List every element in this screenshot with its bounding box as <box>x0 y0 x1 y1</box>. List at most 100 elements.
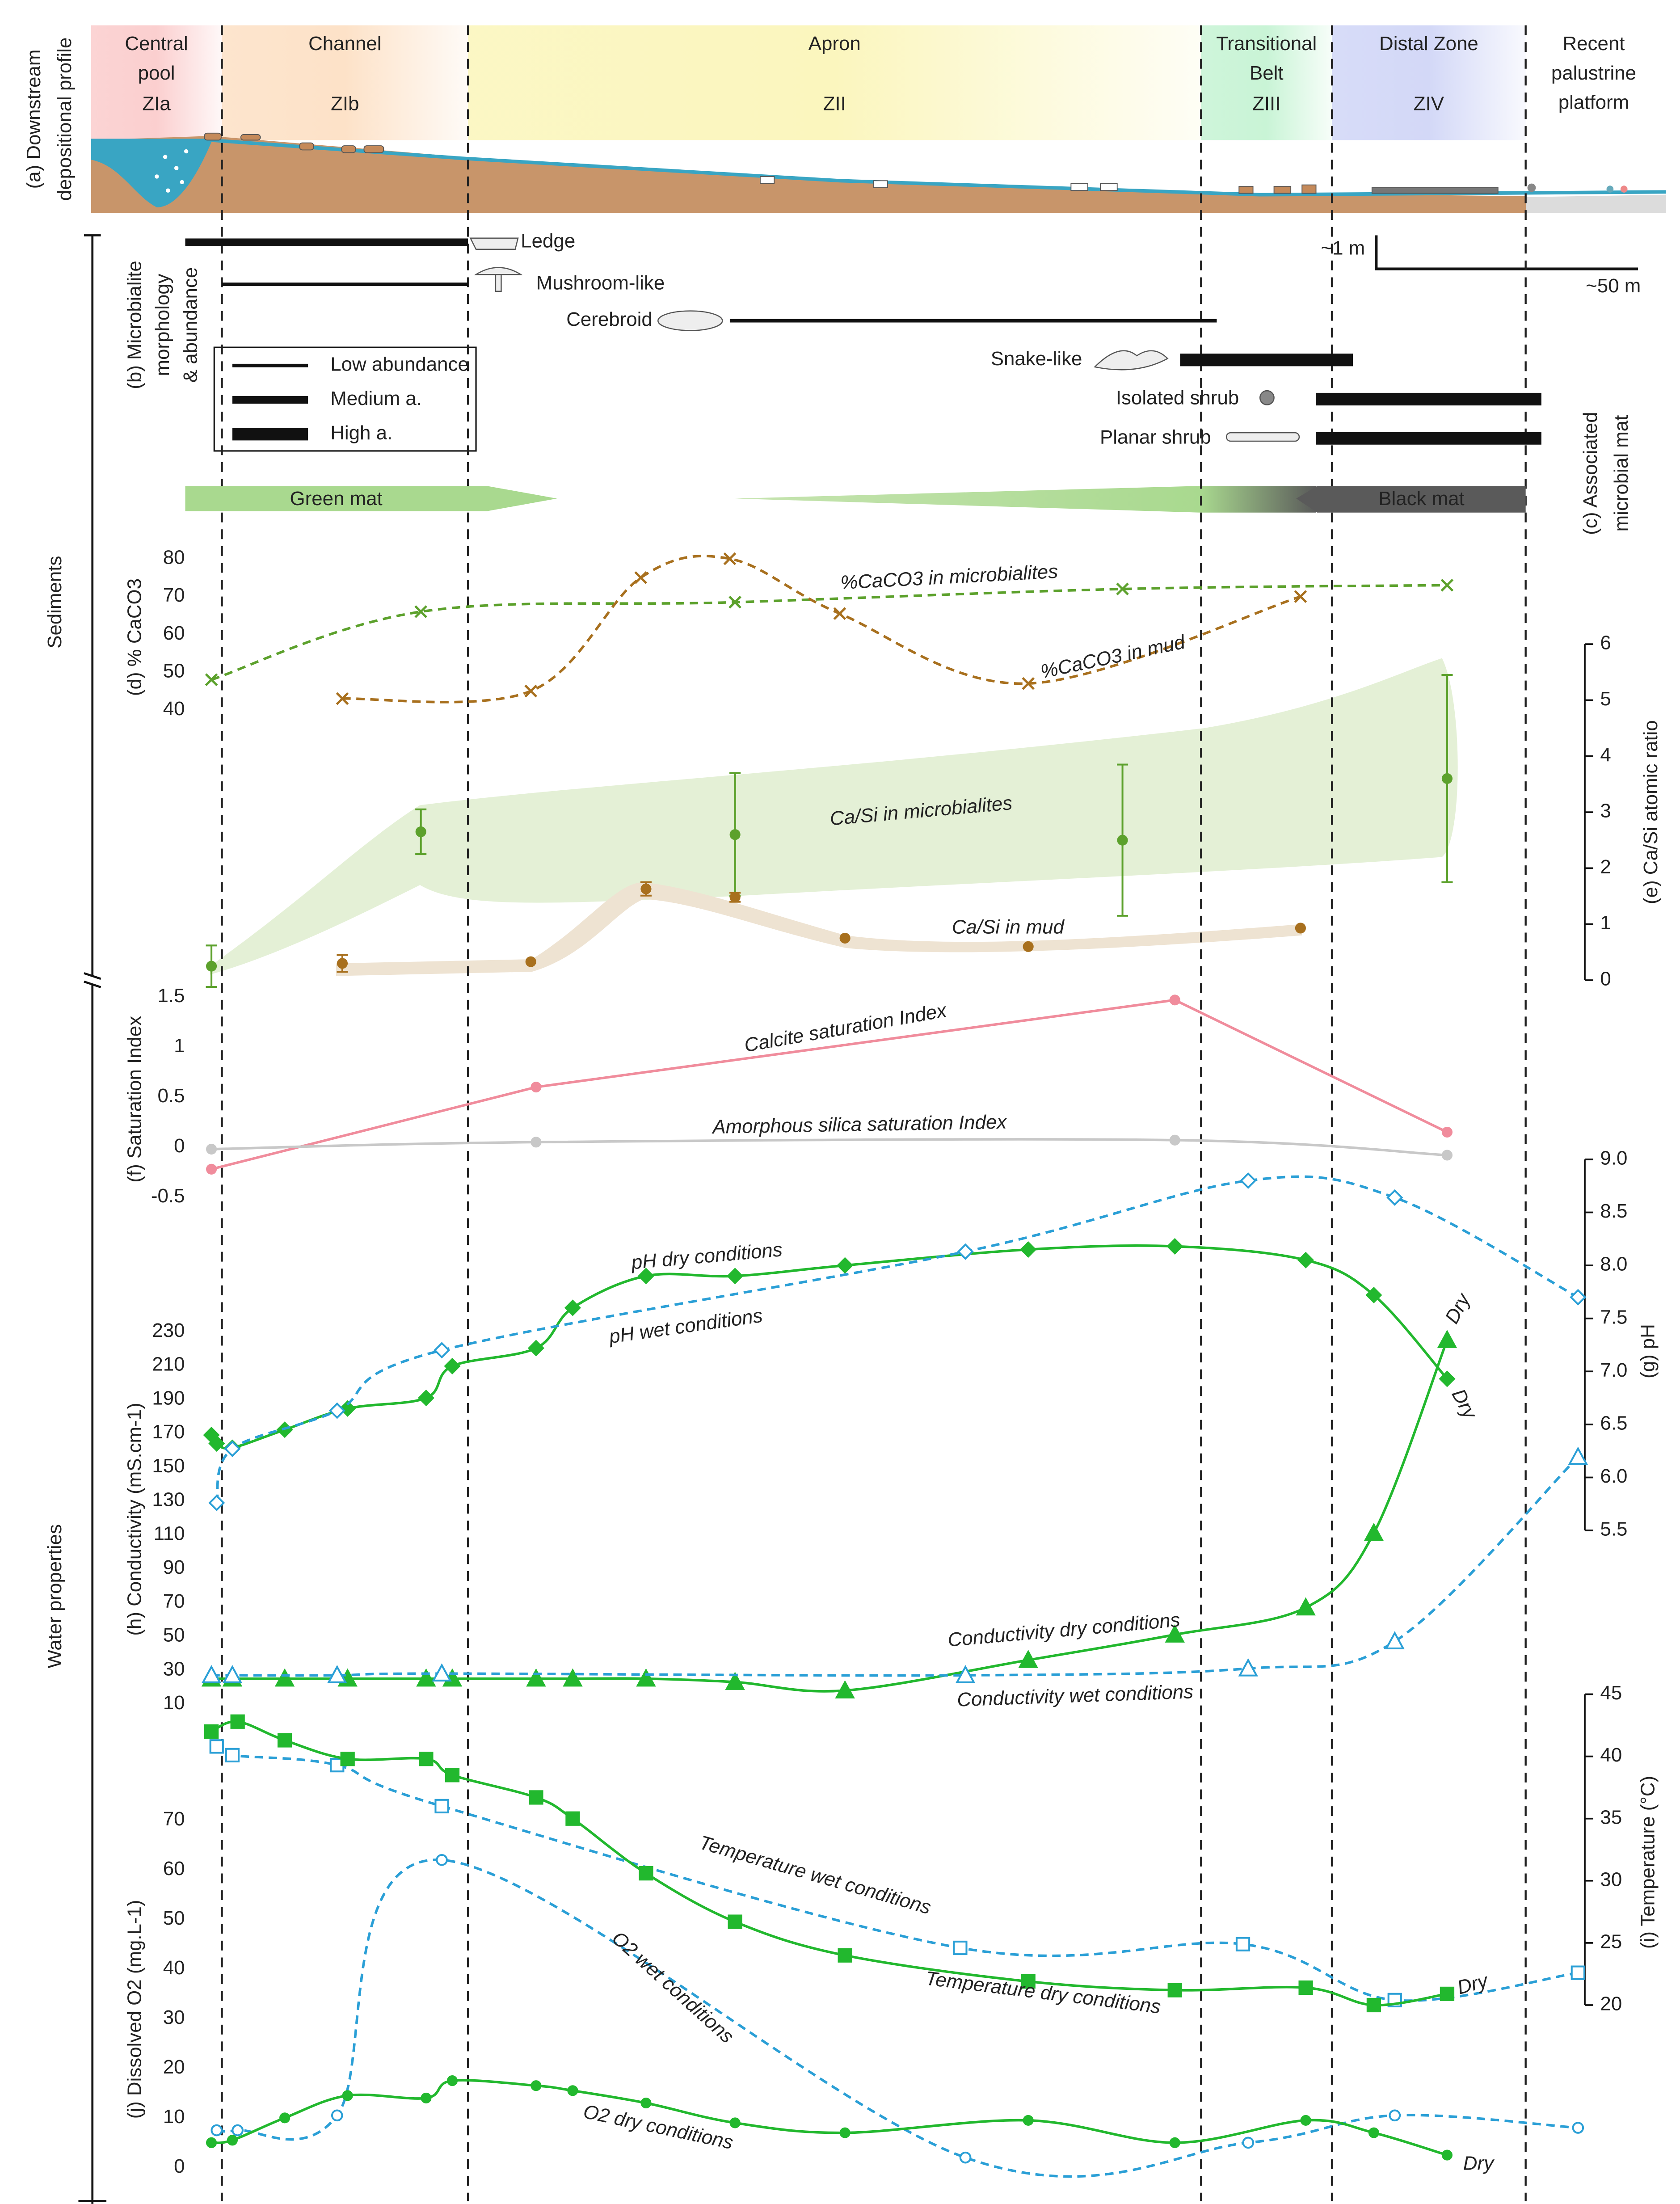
y-axis-label: (j) Dissolved O2 (mg.L-1) <box>123 1900 145 2119</box>
marker <box>415 826 426 837</box>
section-title: Water properties <box>44 1524 66 1668</box>
marker <box>723 552 737 565</box>
profile-title: (a) Downstream <box>23 50 45 189</box>
profile-title: depositional profile <box>54 38 76 201</box>
y2-tick-label: 30 <box>1600 1868 1622 1890</box>
y2-tick-label: 7.0 <box>1600 1359 1627 1381</box>
y2-tick-label: 35 <box>1600 1806 1622 1828</box>
y-tick-label: 50 <box>163 660 185 682</box>
marker <box>838 1948 852 1963</box>
mat <box>1296 486 1526 513</box>
marker <box>414 605 427 618</box>
marker <box>565 1811 580 1826</box>
ca-si-envelopes <box>210 658 1458 976</box>
y-tick-label: -0.5 <box>151 1185 185 1207</box>
microbialite-label: Mushroom-like <box>536 272 665 294</box>
marker <box>729 892 741 903</box>
series-label: Temperature dry conditions <box>924 1967 1162 2018</box>
zone-name: Apron <box>808 33 861 55</box>
marker <box>1570 1289 1587 1306</box>
series-line <box>211 1138 1448 1157</box>
marker <box>339 1400 356 1417</box>
zone-name: Belt <box>1250 62 1284 84</box>
marker <box>208 1494 225 1511</box>
marker <box>725 1672 745 1690</box>
series-label: Ca/Si in mud <box>952 916 1065 938</box>
zone-code: ZIV <box>1414 93 1444 115</box>
y-axis-label: (f) Saturation Index <box>123 1016 145 1183</box>
marker <box>1294 590 1307 603</box>
series-label: %CaCO3 in mud <box>1039 631 1188 683</box>
marker <box>206 2137 217 2148</box>
marker <box>1022 677 1035 690</box>
left-bracket <box>78 234 107 2204</box>
legend-label: Low abundance <box>330 353 469 375</box>
marker <box>1167 1983 1182 1998</box>
marker <box>1365 1286 1382 1304</box>
marker <box>1298 1980 1313 1995</box>
y-tick-label: 210 <box>152 1353 185 1375</box>
marker <box>640 2097 652 2109</box>
marker <box>729 2117 741 2128</box>
y-tick-label: 60 <box>163 622 185 644</box>
marker <box>1568 1446 1588 1465</box>
marker <box>1441 773 1453 784</box>
y-tick-label: 130 <box>152 1489 185 1511</box>
marker <box>206 1143 217 1155</box>
y2-tick-label: 3 <box>1600 800 1611 822</box>
marker <box>531 2080 542 2091</box>
marker <box>206 1163 217 1175</box>
marker <box>959 2151 972 2164</box>
marker <box>1240 1172 1257 1189</box>
y-tick-label: 10 <box>163 2106 185 2128</box>
marker <box>953 1940 968 1955</box>
y-axis-label: (h) Conductivity (mS.cm-1) <box>123 1403 145 1635</box>
marker <box>1018 1649 1038 1668</box>
marker <box>1238 1658 1258 1677</box>
marker <box>1572 2122 1584 2134</box>
y-tick-label: 0 <box>174 2155 185 2177</box>
marker <box>421 2092 432 2104</box>
marker <box>1300 2115 1311 2126</box>
marker <box>327 1665 347 1683</box>
marker <box>434 1799 449 1814</box>
y-tick-label: 30 <box>163 1658 185 1680</box>
marker <box>1023 941 1034 952</box>
y2-tick-label: 2 <box>1600 856 1611 878</box>
annotation: Dry <box>1441 1289 1475 1327</box>
zone-name: Distal Zone <box>1379 33 1478 55</box>
y2-axis-label: (g) pH <box>1637 1324 1659 1378</box>
marker <box>527 1340 544 1357</box>
marker <box>1295 923 1306 934</box>
zone-band <box>1201 25 1332 140</box>
series-label: %CaCO3 in microbialites <box>840 560 1058 594</box>
marker <box>1169 995 1180 1006</box>
series-line <box>211 1340 1448 1693</box>
marker <box>416 1668 436 1687</box>
y2-tick-label: 5.5 <box>1600 1518 1627 1540</box>
marker <box>567 2085 578 2096</box>
y2-tick-label: 4 <box>1600 744 1611 766</box>
y-tick-label: 1.5 <box>158 985 185 1007</box>
marker <box>1440 1986 1455 2002</box>
marker <box>222 1665 243 1683</box>
marker <box>1441 1126 1453 1138</box>
y-tick-label: 1 <box>174 1035 185 1057</box>
marker <box>417 1390 434 1407</box>
panel-title: (c) Associated <box>1579 412 1601 535</box>
marker <box>1385 1631 1405 1650</box>
marker <box>1117 834 1128 846</box>
marker <box>728 596 741 609</box>
marker <box>1297 1252 1314 1268</box>
series-line <box>215 1175 1579 1504</box>
y-tick-label: 0 <box>174 1135 185 1157</box>
y2-tick-label: 5 <box>1600 688 1611 710</box>
microbialite-label: Cerebroid <box>566 308 653 330</box>
y-tick-label: 90 <box>163 1556 185 1578</box>
marker <box>1441 1150 1453 1161</box>
y2-tick-label: 25 <box>1600 1930 1622 1952</box>
marker <box>833 607 846 620</box>
marker <box>232 2124 244 2137</box>
